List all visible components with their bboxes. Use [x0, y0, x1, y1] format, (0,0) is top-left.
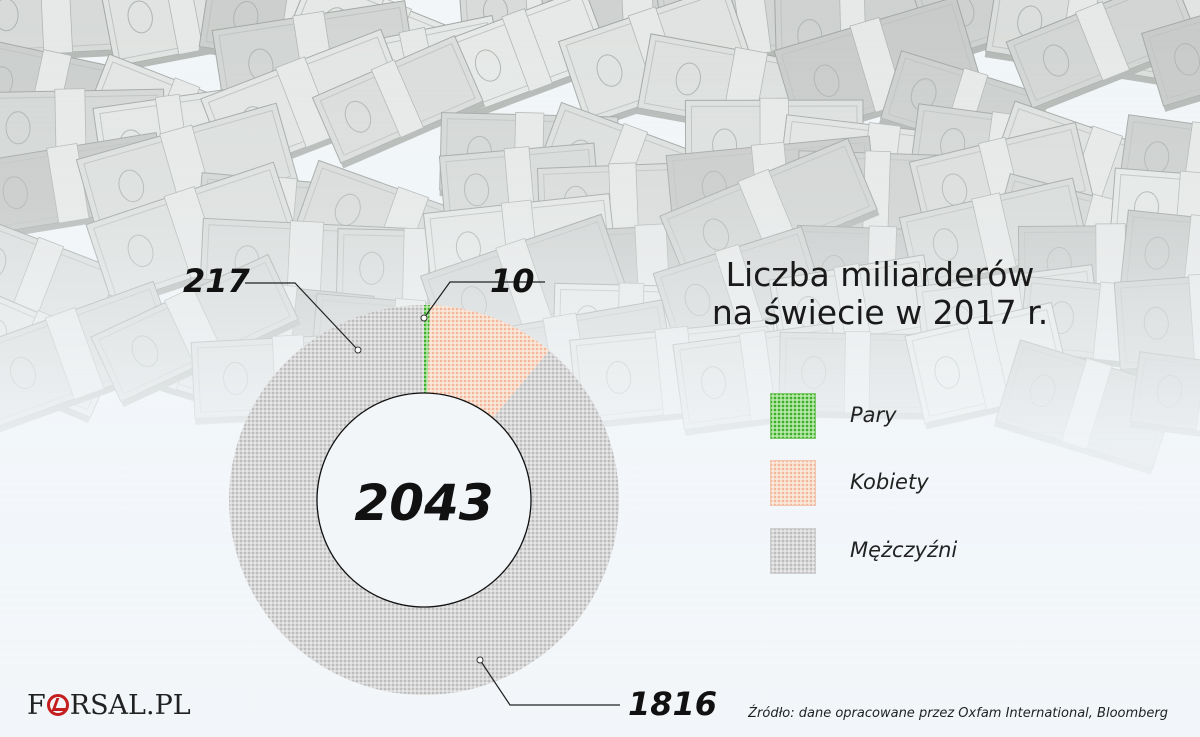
callout-dot-1 — [354, 346, 362, 354]
source-note: Źródło: dane opracowane przez Oxfam Inte… — [748, 706, 1168, 721]
slice-kobiety — [427, 305, 550, 419]
slice-pary — [424, 305, 430, 394]
callout-dot-0 — [420, 314, 428, 322]
callout-line-2 — [479, 659, 620, 706]
chart-title-line-1: Liczba miliarderów — [725, 255, 1035, 294]
legend-label-pary: Pary — [850, 403, 897, 427]
legend-label-kobiety: Kobiety — [850, 470, 929, 494]
callout-dot-2 — [476, 656, 484, 664]
legend-item-pary: Pary — [770, 393, 1070, 439]
logo-chart-icon — [46, 694, 69, 716]
data-label-pary: 10 — [490, 262, 535, 300]
legend-label-mezczyzni: Mężczyźni — [850, 538, 958, 562]
data-label-mczyni: 1816 — [628, 685, 717, 723]
logo-text-suffix: RSAL.PL — [69, 690, 191, 721]
slice-mczyni — [228, 305, 620, 696]
logo-text-prefix: F — [27, 690, 46, 721]
donut-hole — [316, 392, 532, 608]
data-label-kobiety: 217 — [183, 262, 251, 300]
legend-swatch-pary — [770, 393, 816, 439]
chart-title: Liczba miliarderów na świecie w 2017 r. — [700, 256, 1060, 332]
forsal-logo: F RSAL.PL — [27, 690, 191, 721]
chart-title-line-2: na świecie w 2017 r. — [711, 293, 1049, 332]
legend-item-kobiety: Kobiety — [770, 460, 1070, 506]
legend-swatch-kobiety — [770, 460, 816, 506]
callout-line-0 — [423, 281, 545, 319]
legend-item-mezczyzni: Mężczyźni — [770, 528, 1070, 574]
total-label: 2043 — [354, 474, 493, 532]
callout-line-1 — [245, 282, 359, 351]
legend-swatch-mezczyzni — [770, 528, 816, 574]
